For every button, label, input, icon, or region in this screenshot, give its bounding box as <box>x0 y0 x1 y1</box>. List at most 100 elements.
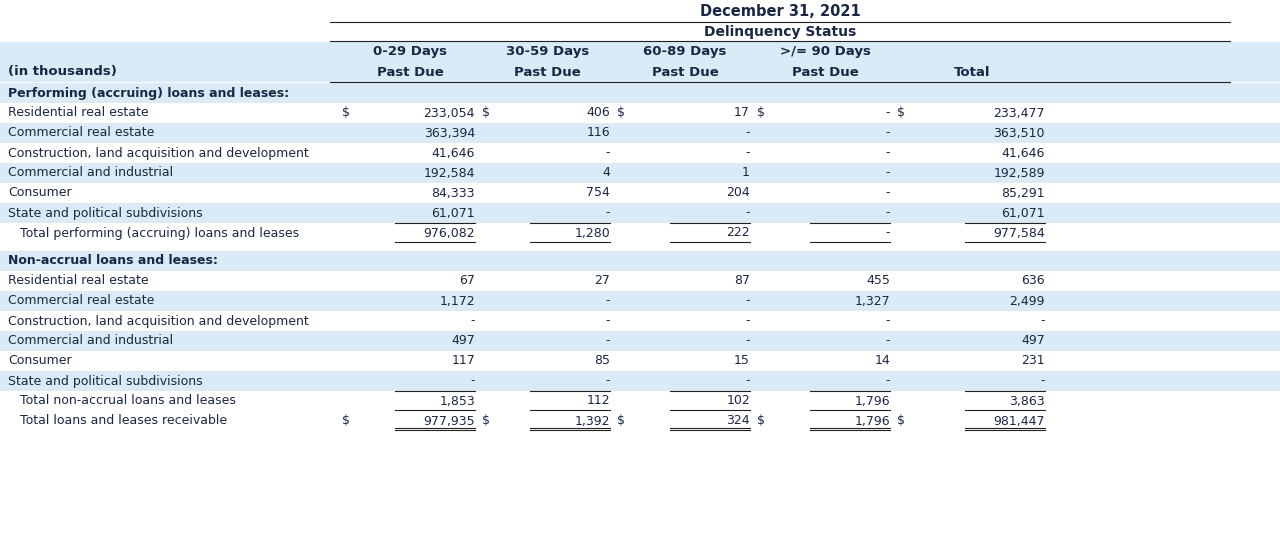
Text: 977,584: 977,584 <box>993 226 1044 240</box>
Text: $: $ <box>756 414 765 428</box>
Text: -: - <box>886 226 890 240</box>
Text: -: - <box>886 375 890 387</box>
Text: Total non-accrual loans and leases: Total non-accrual loans and leases <box>8 395 236 408</box>
Bar <box>0 291 1280 311</box>
Text: 84,333: 84,333 <box>431 186 475 199</box>
Text: Past Due: Past Due <box>515 66 581 78</box>
Text: 1,796: 1,796 <box>854 395 890 408</box>
Text: Performing (accruing) loans and leases:: Performing (accruing) loans and leases: <box>8 87 289 100</box>
Text: Commercial and industrial: Commercial and industrial <box>8 166 173 180</box>
Text: 2,499: 2,499 <box>1010 294 1044 307</box>
Text: Past Due: Past Due <box>376 66 443 78</box>
Text: 41,646: 41,646 <box>1002 147 1044 159</box>
Text: 976,082: 976,082 <box>424 226 475 240</box>
Text: -: - <box>471 315 475 327</box>
Text: -: - <box>886 147 890 159</box>
Text: Past Due: Past Due <box>791 66 859 78</box>
Text: -: - <box>745 334 750 348</box>
Text: 15: 15 <box>735 354 750 368</box>
Text: $: $ <box>617 106 625 120</box>
Text: 192,589: 192,589 <box>993 166 1044 180</box>
Text: Consumer: Consumer <box>8 186 72 199</box>
Text: -: - <box>745 127 750 139</box>
Text: (in thousands): (in thousands) <box>8 66 116 78</box>
Text: Non-accrual loans and leases:: Non-accrual loans and leases: <box>8 255 218 267</box>
Text: -: - <box>745 147 750 159</box>
Bar <box>0 371 1280 391</box>
Text: 1,853: 1,853 <box>439 395 475 408</box>
Text: Total loans and leases receivable: Total loans and leases receivable <box>8 414 227 428</box>
Text: 67: 67 <box>460 274 475 288</box>
Text: 0-29 Days: 0-29 Days <box>372 46 447 58</box>
Text: $: $ <box>897 414 905 428</box>
Text: -: - <box>745 315 750 327</box>
Bar <box>0 331 1280 351</box>
Text: 117: 117 <box>452 354 475 368</box>
Text: -: - <box>605 147 611 159</box>
Text: $: $ <box>756 106 765 120</box>
Bar <box>0 203 1280 223</box>
Text: 233,054: 233,054 <box>424 106 475 120</box>
Text: Residential real estate: Residential real estate <box>8 274 148 288</box>
Text: December 31, 2021: December 31, 2021 <box>700 3 860 19</box>
Text: $: $ <box>617 414 625 428</box>
Text: 87: 87 <box>733 274 750 288</box>
Text: $: $ <box>342 106 349 120</box>
Text: 17: 17 <box>735 106 750 120</box>
Text: 116: 116 <box>586 127 611 139</box>
Text: 41,646: 41,646 <box>431 147 475 159</box>
Text: 4: 4 <box>602 166 611 180</box>
Text: 1,280: 1,280 <box>575 226 611 240</box>
Text: >/= 90 Days: >/= 90 Days <box>780 46 870 58</box>
Text: 192,584: 192,584 <box>424 166 475 180</box>
Text: 363,394: 363,394 <box>424 127 475 139</box>
Text: 406: 406 <box>586 106 611 120</box>
Text: 1,796: 1,796 <box>854 414 890 428</box>
Text: Commercial and industrial: Commercial and industrial <box>8 334 173 348</box>
Text: 1,392: 1,392 <box>575 414 611 428</box>
Text: $: $ <box>897 106 905 120</box>
Text: 233,477: 233,477 <box>993 106 1044 120</box>
Text: -: - <box>605 315 611 327</box>
Text: -: - <box>745 375 750 387</box>
Text: -: - <box>886 106 890 120</box>
Bar <box>0 251 1280 271</box>
Bar <box>0 83 1280 103</box>
Text: Past Due: Past Due <box>652 66 718 78</box>
Bar <box>0 42 1280 82</box>
Text: Construction, land acquisition and development: Construction, land acquisition and devel… <box>8 147 308 159</box>
Text: 455: 455 <box>867 274 890 288</box>
Text: 1,172: 1,172 <box>439 294 475 307</box>
Text: 30-59 Days: 30-59 Days <box>506 46 589 58</box>
Text: $: $ <box>342 414 349 428</box>
Text: -: - <box>886 334 890 348</box>
Text: 112: 112 <box>586 395 611 408</box>
Text: 231: 231 <box>1021 354 1044 368</box>
Text: 497: 497 <box>1021 334 1044 348</box>
Text: -: - <box>1041 315 1044 327</box>
Text: Total performing (accruing) loans and leases: Total performing (accruing) loans and le… <box>8 226 300 240</box>
Text: State and political subdivisions: State and political subdivisions <box>8 207 202 219</box>
Text: -: - <box>605 334 611 348</box>
Text: -: - <box>886 127 890 139</box>
Text: 102: 102 <box>726 395 750 408</box>
Text: Total: Total <box>955 66 991 78</box>
Text: 222: 222 <box>726 226 750 240</box>
Text: 497: 497 <box>452 334 475 348</box>
Text: 1: 1 <box>742 166 750 180</box>
Text: 754: 754 <box>586 186 611 199</box>
Text: -: - <box>745 294 750 307</box>
Text: 3,863: 3,863 <box>1010 395 1044 408</box>
Text: -: - <box>605 294 611 307</box>
Text: 60-89 Days: 60-89 Days <box>644 46 727 58</box>
Text: 981,447: 981,447 <box>993 414 1044 428</box>
Text: 977,935: 977,935 <box>424 414 475 428</box>
Text: 14: 14 <box>874 354 890 368</box>
Text: -: - <box>605 375 611 387</box>
Text: 85,291: 85,291 <box>1001 186 1044 199</box>
Text: Delinquency Status: Delinquency Status <box>704 25 856 39</box>
Text: -: - <box>886 207 890 219</box>
Text: -: - <box>745 207 750 219</box>
Text: -: - <box>886 166 890 180</box>
Text: 324: 324 <box>726 414 750 428</box>
